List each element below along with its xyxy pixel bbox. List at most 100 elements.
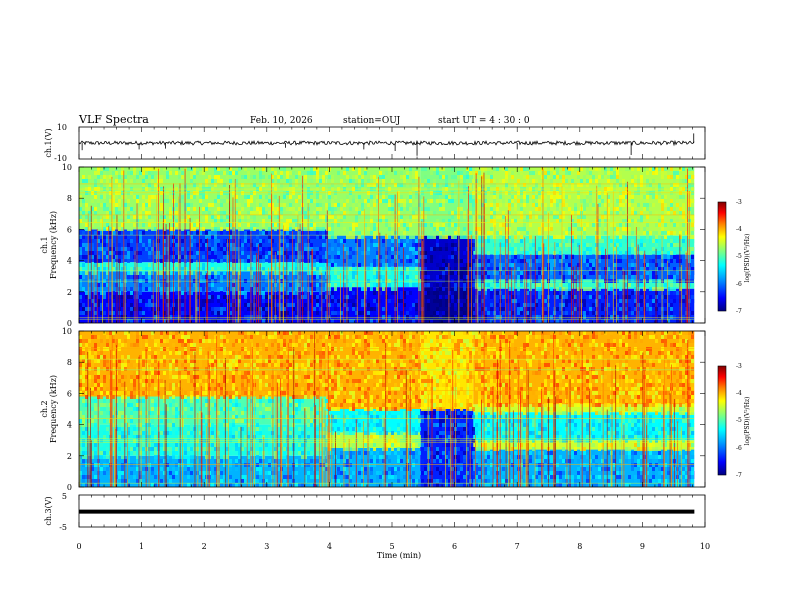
spec-cell — [556, 183, 559, 187]
spec-cell — [292, 307, 295, 311]
spec-cell — [229, 171, 232, 175]
spec-cell — [589, 259, 592, 263]
spec-cell — [319, 271, 322, 275]
spec-cell — [79, 383, 82, 387]
spec-cell — [406, 319, 409, 323]
spec-cell — [274, 215, 277, 219]
spec-cell — [151, 219, 154, 223]
spec-cell — [649, 311, 652, 315]
spec-cell — [502, 167, 505, 171]
spec-cell — [592, 223, 595, 227]
spec-cell — [304, 195, 307, 199]
spec-cell — [349, 227, 352, 231]
spec-cell — [529, 239, 532, 243]
spec-cell — [304, 179, 307, 183]
spec-cell — [598, 259, 601, 263]
spec-cell — [403, 267, 406, 271]
spec-cell — [565, 231, 568, 235]
spec-cell — [562, 227, 565, 231]
spec-cell — [343, 243, 346, 247]
spec-cell — [322, 283, 325, 287]
spec-cell — [544, 211, 547, 215]
spec-cell — [322, 299, 325, 303]
spec-cell — [208, 271, 211, 275]
spec-cell — [82, 403, 85, 407]
spec-cell — [469, 211, 472, 215]
spec-cell — [103, 239, 106, 243]
spec-cell — [523, 175, 526, 179]
spec-cell — [199, 303, 202, 307]
spec-cell — [631, 259, 634, 263]
spec-cell — [406, 227, 409, 231]
spec-cell — [112, 215, 115, 219]
spec-cell — [673, 231, 676, 235]
spec-cell — [112, 211, 115, 215]
spec-cell — [166, 175, 169, 179]
spec-cell — [121, 247, 124, 251]
spec-cell — [79, 447, 82, 451]
spec-cell — [592, 271, 595, 275]
spec-cell — [103, 295, 106, 299]
spec-cell — [166, 263, 169, 267]
spec-cell — [370, 215, 373, 219]
spec-cell — [508, 311, 511, 315]
spec-cell — [562, 231, 565, 235]
spec-cell — [145, 203, 148, 207]
spec-cell — [136, 247, 139, 251]
spec-cell — [451, 215, 454, 219]
spec-cell — [94, 207, 97, 211]
spec-cell — [643, 215, 646, 219]
spec-cell — [91, 271, 94, 275]
spec-cell — [526, 195, 529, 199]
spec-cell — [289, 195, 292, 199]
spec-cell — [136, 199, 139, 203]
spec-cell — [625, 199, 628, 203]
spec-cell — [349, 251, 352, 255]
spec-cell — [691, 207, 694, 211]
spec-cell — [520, 271, 523, 275]
spec-cell — [634, 183, 637, 187]
spec-cell — [79, 347, 82, 351]
spec-cell — [619, 319, 622, 323]
spec-cell — [490, 303, 493, 307]
spec-cell — [601, 303, 604, 307]
spec-cell — [235, 171, 238, 175]
spec-cell — [145, 307, 148, 311]
spec-cell — [607, 211, 610, 215]
spec-cell — [445, 167, 448, 171]
spec-cell — [256, 255, 259, 259]
spec-cell — [439, 255, 442, 259]
spec-cell — [277, 291, 280, 295]
spec-cell — [622, 179, 625, 183]
spec-cell — [550, 283, 553, 287]
spec-cell — [514, 183, 517, 187]
spec-cell — [682, 283, 685, 287]
spec-cell — [298, 231, 301, 235]
spec-cell — [628, 255, 631, 259]
spec-cell — [211, 307, 214, 311]
spec-cell — [490, 215, 493, 219]
spec-cell — [532, 211, 535, 215]
spec-cell — [604, 167, 607, 171]
spec-cell — [481, 263, 484, 267]
spec-cell — [100, 199, 103, 203]
spec-cell — [562, 259, 565, 263]
spec-cell — [82, 303, 85, 307]
spec-cell — [496, 255, 499, 259]
spec-cell — [685, 179, 688, 183]
spec-cell — [442, 255, 445, 259]
spec-cell — [436, 251, 439, 255]
spec-cell — [205, 211, 208, 215]
spec-cell — [448, 211, 451, 215]
spec-cell — [490, 219, 493, 223]
spec-cell — [550, 243, 553, 247]
spec-cell — [403, 175, 406, 179]
spec-cell — [223, 183, 226, 187]
spec-cell — [484, 271, 487, 275]
spec-cell — [97, 259, 100, 263]
spec-cell — [553, 183, 556, 187]
spec-cell — [565, 247, 568, 251]
spec-cell — [97, 215, 100, 219]
spec-cell — [589, 295, 592, 299]
spec-cell — [196, 267, 199, 271]
